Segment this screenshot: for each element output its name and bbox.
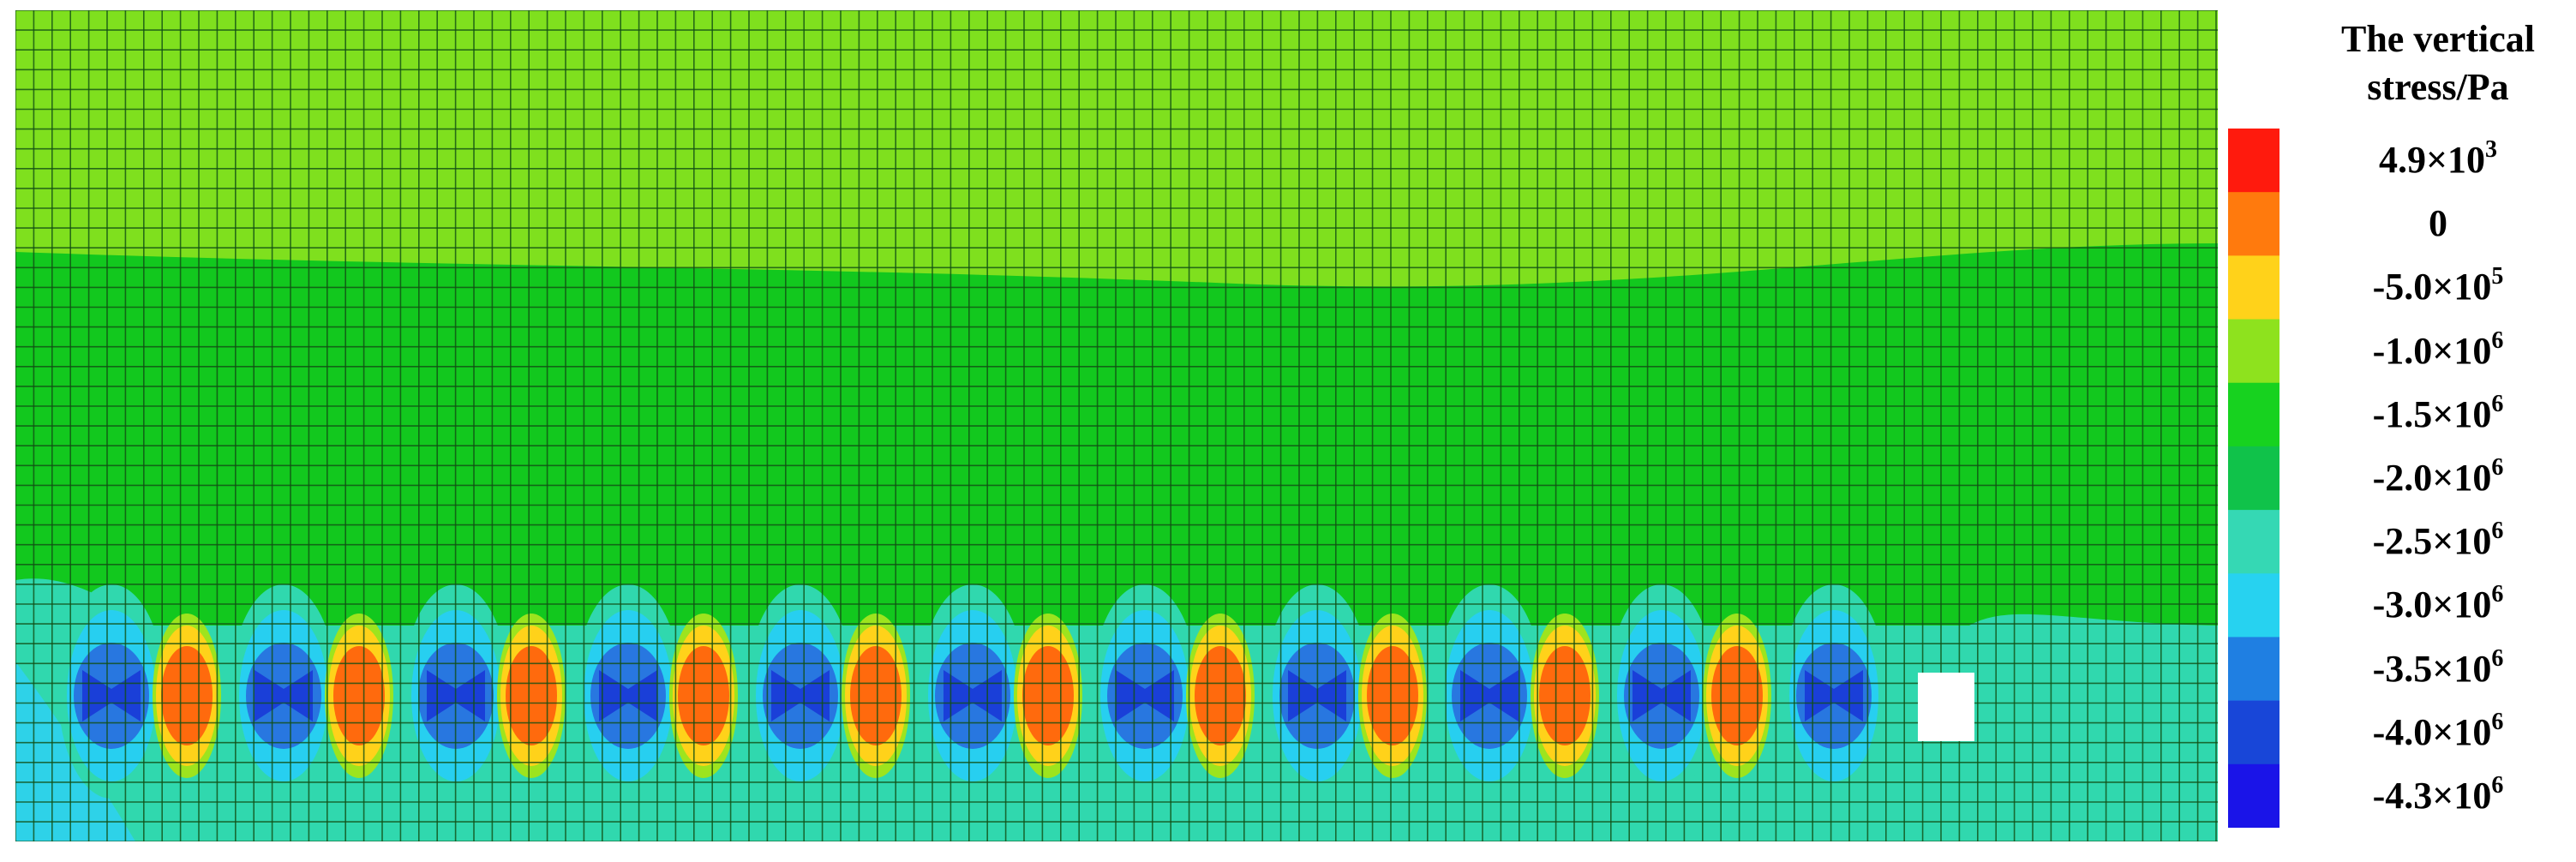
colorbar-label-exponent: 6 [2491,390,2504,417]
tension-core-zone [1711,646,1763,745]
colorbar-swatch [2228,129,2279,193]
colorbar-label-exponent: 5 [2491,263,2504,290]
tension-core-zone [506,646,557,745]
colorbar-label: -3.0×106 [2314,581,2562,626]
colorbar-swatch [2228,319,2279,384]
tension-core-zone [1022,646,1074,745]
tension-core-zone [1539,646,1591,745]
colorbar-label-mantissa: -1.5×10 [2372,392,2492,435]
colorbar-label-mantissa: -3.0×10 [2372,584,2492,626]
legend-colorbar [2228,129,2279,828]
colorbar-label-exponent: 6 [2491,326,2504,354]
tension-core-zone [333,646,385,745]
colorbar-label-mantissa: -2.0×10 [2372,457,2492,499]
colorbar-label-mantissa: 4.9×10 [2378,139,2486,182]
legend-title: The vertical stress/Pa [2305,15,2571,111]
colorbar-label-exponent: 6 [2491,518,2504,545]
legend-title-line-2: stress/Pa [2367,66,2509,108]
colorbar-label-exponent: 6 [2491,708,2504,735]
colorbar-label-exponent: 6 [2491,771,2504,799]
tension-core-zone [1367,646,1418,745]
colorbar-label-mantissa: -2.5×10 [2372,520,2492,563]
tension-core-zone [1195,646,1246,745]
colorbar-label: -1.5×106 [2314,390,2562,436]
colorbar-swatch [2228,192,2279,256]
colorbar-label-exponent: 6 [2491,454,2504,481]
tension-zones [153,614,1771,778]
colorbar-label: -2.5×106 [2314,518,2562,563]
colorbar-label-exponent: 6 [2491,644,2504,672]
stress-contour-plot [15,10,2218,841]
colorbar-swatch [2228,382,2279,447]
tension-core-zone [161,646,213,745]
colorbar-label-mantissa: -3.5×10 [2372,647,2492,690]
colorbar-swatch [2228,255,2279,320]
colorbar-label: -3.5×106 [2314,644,2562,691]
colorbar-swatch [2228,763,2279,828]
colorbar-label-mantissa: -5.0×10 [2372,266,2492,308]
colorbar-label-mantissa: -4.0×10 [2372,710,2492,753]
excavation-face-marker [1918,673,1974,741]
colorbar-label: -4.0×106 [2314,708,2562,754]
colorbar-label: -4.3×106 [2314,771,2562,817]
colorbar-swatch [2228,700,2279,765]
tension-core-zone [678,646,729,745]
colorbar-label: 4.9×103 [2314,136,2562,182]
colorbar-label-mantissa: -4.3×10 [2372,774,2492,817]
colorbar-swatch [2228,510,2279,574]
colorbar-label: -1.0×106 [2314,326,2562,373]
colorbar-label-exponent: 3 [2485,136,2498,164]
colorbar-label-exponent: 6 [2491,581,2504,608]
colorbar-swatch [2228,446,2279,511]
colorbar-label: -2.0×106 [2314,454,2562,500]
colorbar-label-mantissa: -1.0×10 [2372,329,2492,372]
mesh-grid [15,10,2218,841]
colorbar-swatch [2228,573,2279,638]
colorbar-swatch [2228,637,2279,702]
colorbar-label: -5.0×105 [2314,263,2562,308]
colorbar-label: 0 [2314,202,2562,245]
colorbar-label-mantissa: 0 [2429,202,2447,245]
legend-title-line-1: The vertical [2340,18,2536,60]
tension-core-zone [850,646,902,745]
